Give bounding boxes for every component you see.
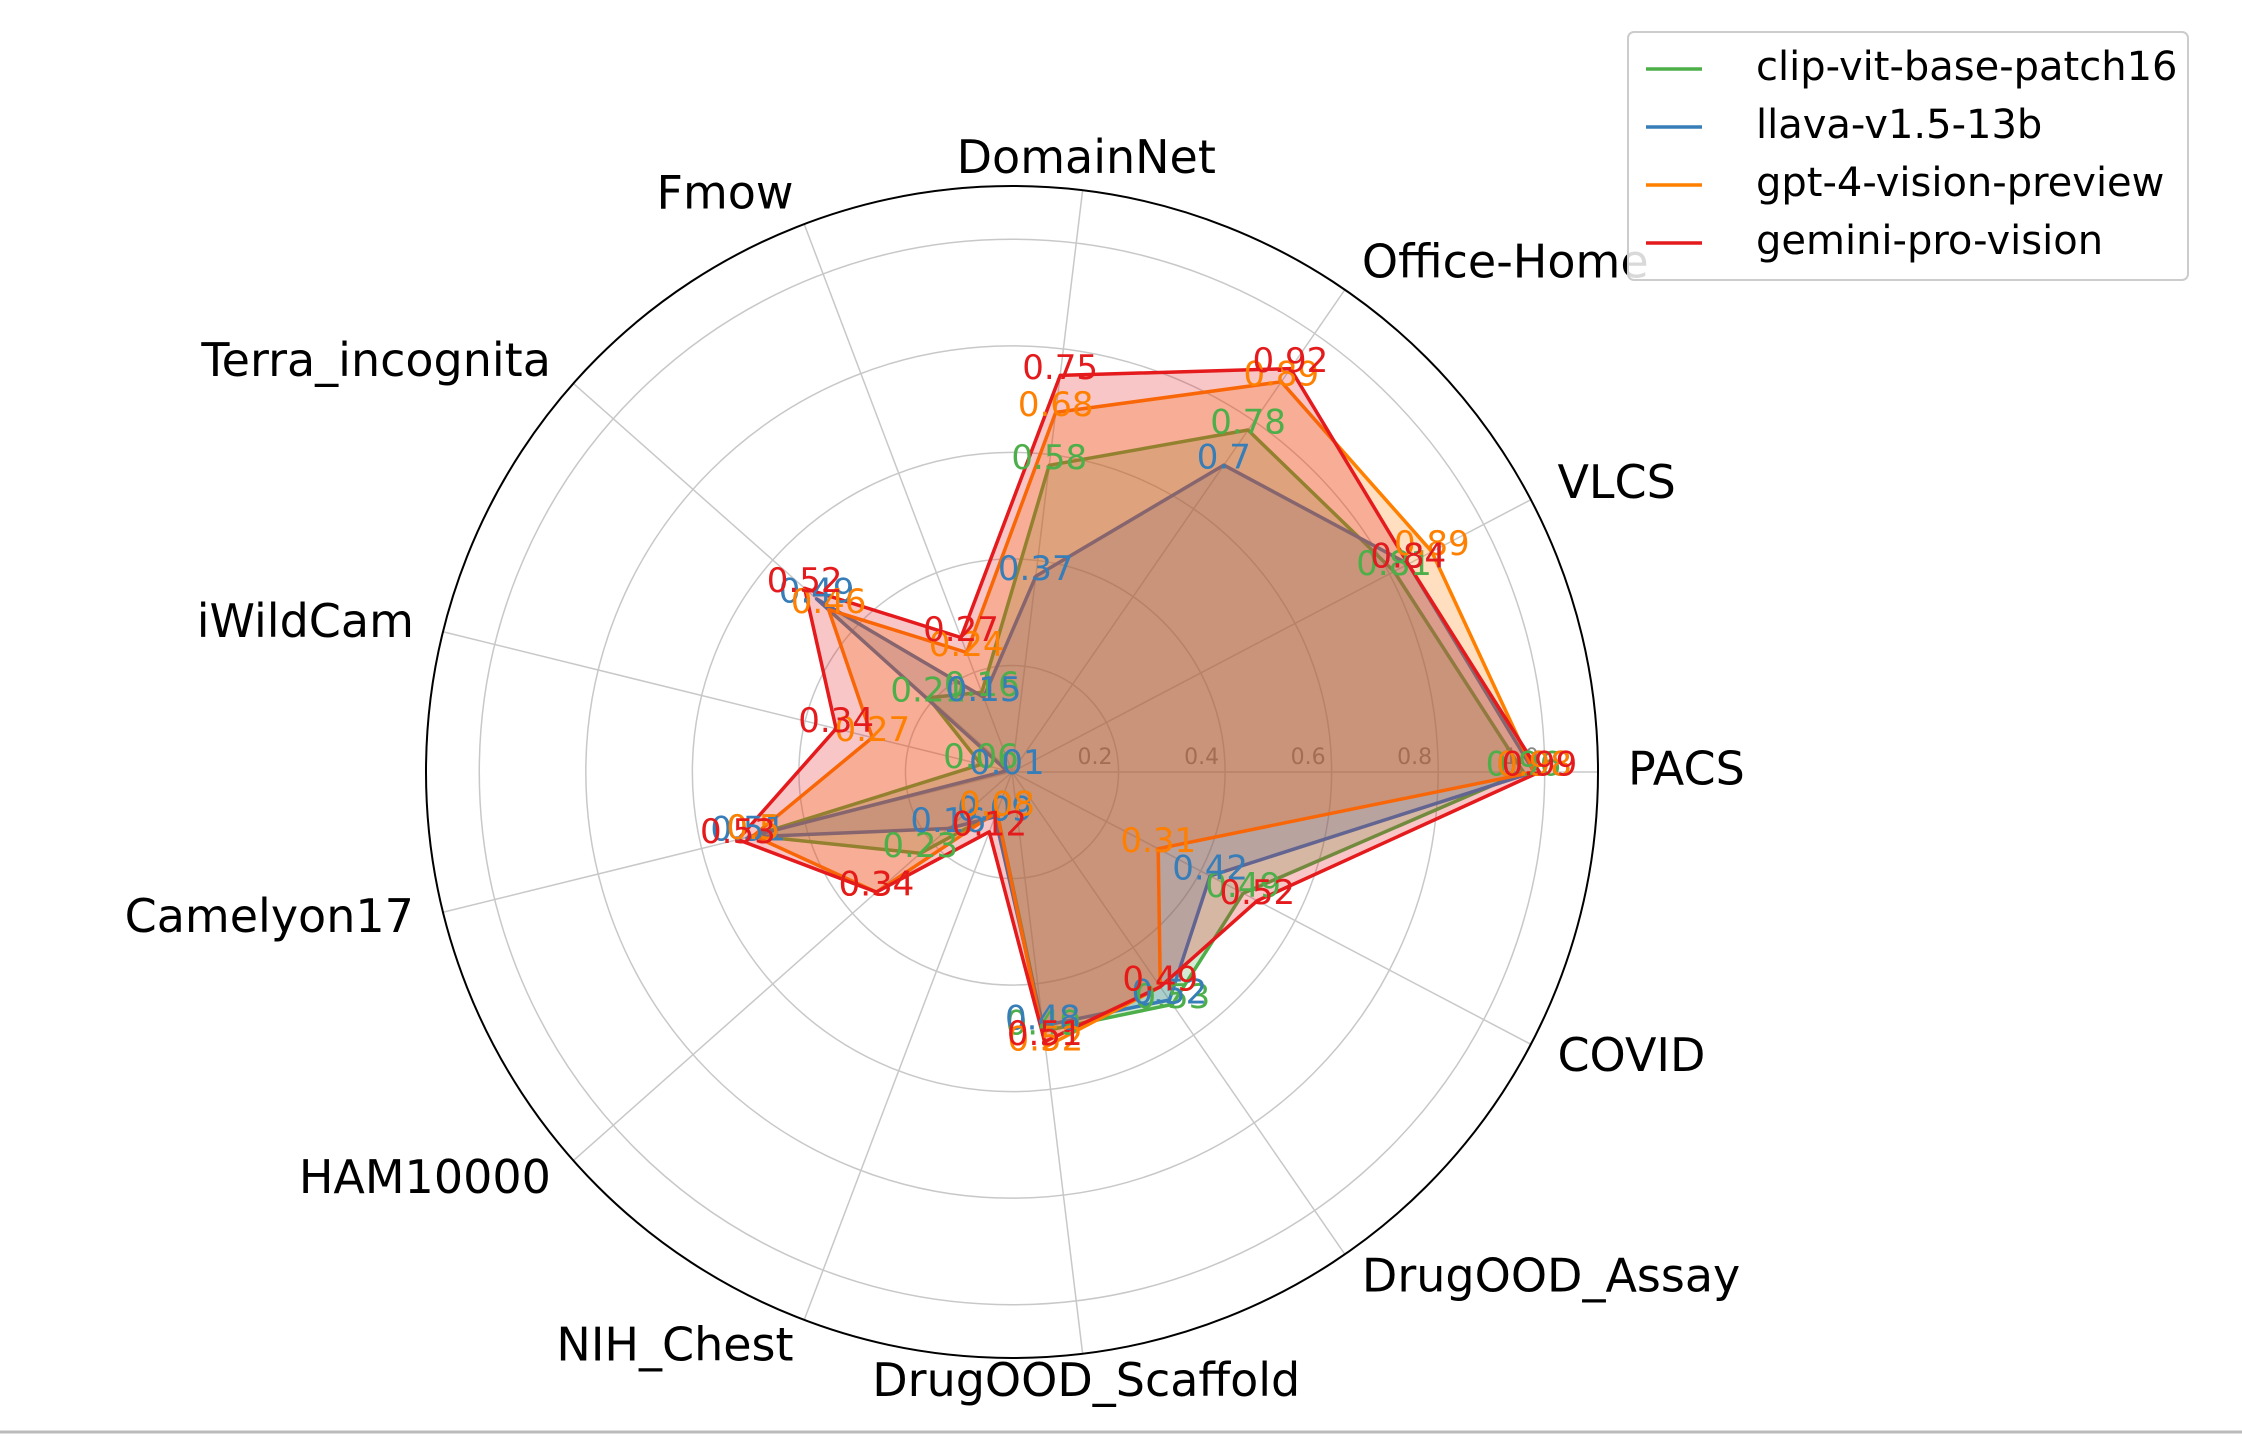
- value-label: 0.27: [923, 610, 999, 650]
- r-tick-label: 0.8: [1397, 745, 1432, 770]
- value-label: 0.49: [1006, 1004, 1082, 1044]
- value-label: 0.5: [726, 808, 780, 848]
- value-label: 0.12: [951, 804, 1027, 844]
- spoke: [1011, 771, 1532, 1045]
- value-label: 0.84: [1370, 537, 1446, 577]
- value-label: 0.21: [890, 670, 966, 710]
- legend-box: [1627, 31, 2189, 281]
- category-label: NIH_Chest: [556, 1317, 793, 1371]
- value-label: 0.27: [834, 710, 910, 750]
- value-label: 0.7: [1197, 438, 1251, 478]
- category-label: iWildCam: [197, 594, 414, 648]
- category-label: PACS: [1628, 742, 1745, 796]
- value-label: 0.52: [1132, 972, 1208, 1012]
- value-label: 0.23: [882, 826, 958, 866]
- value-label: 0.09: [957, 789, 1033, 829]
- value-label: 0.98: [1496, 745, 1572, 785]
- series-area: [736, 366, 1542, 1044]
- value-label: 0.24: [929, 625, 1005, 665]
- category-label: COVID: [1557, 1028, 1705, 1082]
- spoke: [572, 771, 1013, 1162]
- category-label: DrugOOD_Scaffold: [872, 1353, 1300, 1407]
- value-label: 0.48: [1005, 998, 1081, 1038]
- legend-label: gemini-pro-vision: [1756, 218, 2103, 264]
- value-label: 0.31: [1120, 821, 1196, 861]
- value-label: 0.52: [767, 561, 843, 601]
- value-label: 0.51: [710, 810, 786, 850]
- value-label: 0.92: [1253, 341, 1329, 381]
- value-label: 0.49: [1205, 866, 1281, 906]
- category-label: HAM10000: [299, 1150, 551, 1204]
- value-label: 0.37: [998, 549, 1074, 589]
- category-label: Office-Home: [1362, 235, 1649, 289]
- value-label: 0.15: [946, 670, 1022, 710]
- value-label: 0.75: [1022, 348, 1098, 388]
- value-label: 0.98: [1496, 745, 1572, 785]
- value-label: 0.46: [791, 582, 867, 622]
- spoke: [1011, 771, 1346, 1255]
- legend-label: clip-vit-base-patch16: [1756, 44, 2177, 90]
- value-label: 0.5: [726, 808, 780, 848]
- value-label: 0.99: [1502, 745, 1578, 785]
- value-label: 0.52: [1219, 873, 1295, 913]
- legend-label: llava-v1.5-13b: [1756, 102, 2042, 148]
- spoke: [1011, 771, 1084, 1354]
- legend-label: gpt-4-vision-preview: [1756, 160, 2164, 206]
- category-label: DomainNet: [957, 130, 1216, 184]
- value-label: 0.06: [943, 737, 1019, 777]
- value-label: 0.49: [1122, 959, 1198, 999]
- value-label: 0.42: [1172, 848, 1248, 888]
- category-label: VLCS: [1557, 455, 1675, 509]
- value-label: 0.96: [1486, 745, 1562, 785]
- series-area: [751, 428, 1526, 1033]
- value-label: 0.08: [959, 784, 1035, 824]
- category-label: Fmow: [657, 166, 794, 220]
- spoke: [1011, 190, 1084, 773]
- value-label: 0.34: [839, 865, 915, 905]
- r-tick-label: 0.4: [1184, 745, 1219, 770]
- value-label: 0.49: [1122, 959, 1198, 999]
- value-label: 0.68: [1018, 385, 1094, 425]
- value-label: 0.53: [700, 812, 776, 852]
- r-tick-label: 0.2: [1078, 745, 1113, 770]
- category-label: DrugOOD_Assay: [1362, 1248, 1740, 1302]
- value-label: 0.89: [1394, 524, 1470, 564]
- value-label: 0.89: [1243, 354, 1319, 394]
- outer-ring: [425, 185, 1599, 1359]
- value-label: 0.34: [839, 865, 915, 905]
- category-label: Terra_incognita: [200, 333, 551, 387]
- value-label: 0.58: [1011, 438, 1087, 478]
- value-label: 0.52: [1008, 1019, 1084, 1059]
- value-label: 0.16: [910, 801, 986, 841]
- value-label: 0.78: [1210, 403, 1286, 443]
- series-area: [746, 463, 1536, 1028]
- value-label: 0.16: [944, 665, 1020, 705]
- value-label: 0.34: [798, 701, 874, 741]
- category-label: Camelyon17: [125, 889, 414, 943]
- value-label: 0.84: [1370, 537, 1446, 577]
- value-label: 0.51: [1007, 1014, 1083, 1054]
- spoke: [1011, 499, 1532, 773]
- spoke: [442, 631, 1013, 773]
- spoke: [803, 771, 1013, 1321]
- r-tick-label: 0.6: [1291, 745, 1326, 770]
- value-label: 0.81: [1356, 544, 1432, 584]
- value-label: 0.08: [959, 784, 1035, 824]
- spoke: [803, 223, 1013, 773]
- value-label: 0.01: [969, 743, 1045, 783]
- value-label: 0.53: [1135, 977, 1211, 1017]
- value-label: 0.49: [779, 571, 855, 611]
